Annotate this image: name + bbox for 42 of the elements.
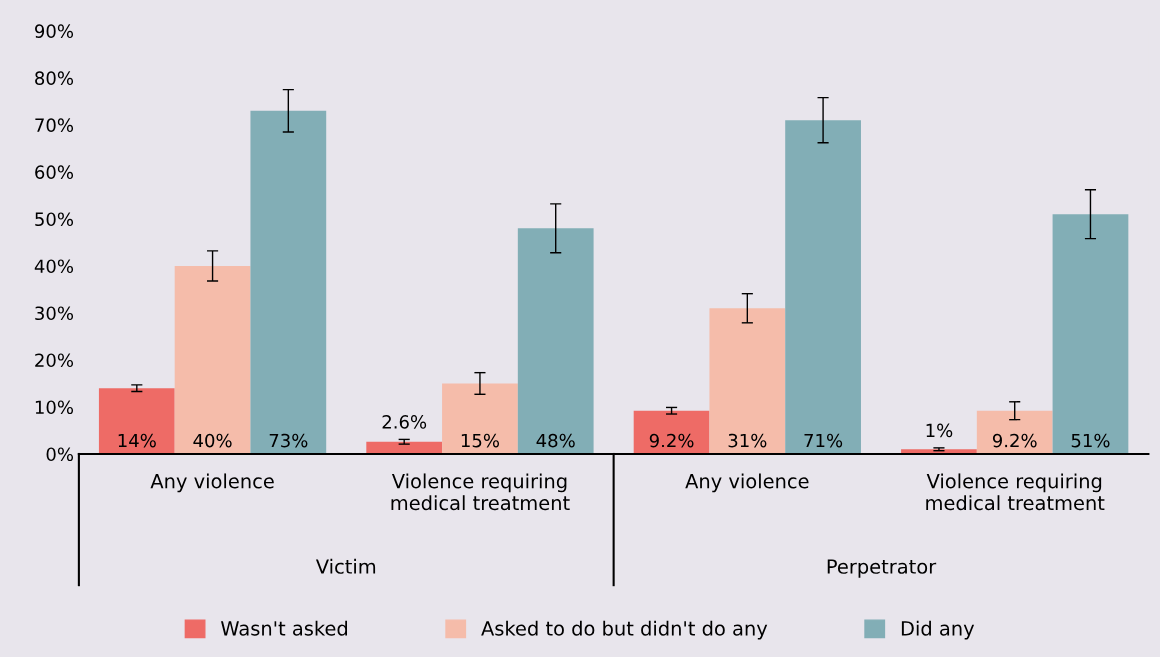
- bar: [976, 410, 1053, 454]
- bar: [250, 110, 327, 454]
- data-label: 2.6%: [382, 415, 427, 429]
- data-label: 9.2%: [649, 433, 694, 448]
- y-tick-label: 60%: [35, 165, 74, 180]
- data-label: 31%: [728, 433, 767, 448]
- y-tick-label: 30%: [35, 306, 74, 321]
- text: Perpetrator: [827, 559, 937, 578]
- data-label: 40%: [193, 433, 232, 448]
- bar: [442, 383, 518, 454]
- y-tick-label: 10%: [35, 400, 74, 415]
- bar: [517, 228, 594, 454]
- data-label: 73%: [269, 433, 308, 448]
- data-label: 9.2%: [992, 433, 1037, 448]
- y-tick-label: 20%: [35, 353, 74, 368]
- bar: [1052, 214, 1129, 454]
- x-tick-label: Any violence: [150, 473, 274, 493]
- text: Victim: [315, 558, 376, 574]
- bar: [709, 308, 786, 454]
- bar: [98, 388, 175, 454]
- y-tick-label: 80%: [35, 71, 74, 86]
- y-tick-label: 50%: [35, 212, 74, 227]
- legend-label: Asked to do but didn't do any: [481, 620, 768, 640]
- y-tick-label: 70%: [35, 118, 74, 133]
- x-tick-label: Any violence: [685, 473, 809, 493]
- bar: [785, 120, 861, 454]
- x-tick-label: Violence requiring medical treatment: [926, 473, 1105, 511]
- data-label: 1%: [926, 423, 953, 438]
- legend-label: Wasn't asked: [221, 620, 347, 636]
- data-label: 71%: [804, 433, 843, 448]
- data-label: 14%: [118, 433, 156, 448]
- y-tick-label: 40%: [34, 259, 74, 274]
- x-tick-label: Violence requiring medical treatment: [391, 473, 570, 511]
- bar: [174, 265, 251, 454]
- y-tick-label: 90%: [35, 24, 74, 38]
- bar: [633, 410, 710, 454]
- data-label: 51%: [1071, 433, 1110, 448]
- legend-label: Did any: [901, 620, 975, 640]
- y-tick-label: 0%: [46, 447, 74, 462]
- data-label: 15%: [461, 433, 500, 448]
- data-label: 48%: [536, 433, 575, 448]
- bar: [366, 441, 443, 454]
